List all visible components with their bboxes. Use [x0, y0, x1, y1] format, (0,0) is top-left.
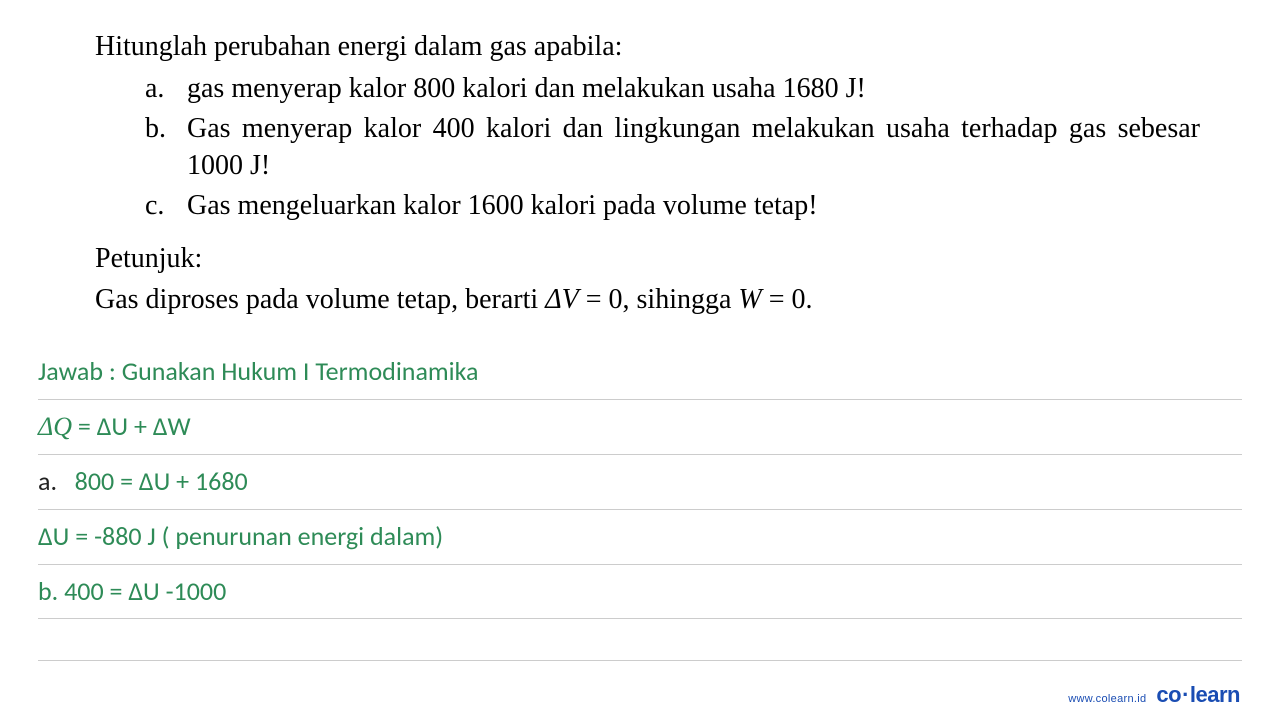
answer-section: Jawab : Gunakan Hukum I Termodinamika ΔQ… [0, 345, 1280, 661]
hint-block: Petunjuk: Gas diproses pada volume tetap… [95, 239, 1200, 319]
empty-row [38, 619, 1242, 661]
logo-co: co [1156, 682, 1181, 707]
question-intro: Hitunglah perubahan energi dalam gas apa… [95, 28, 1200, 66]
item-marker: c. [145, 187, 187, 225]
item-marker: b. [145, 110, 187, 186]
question-item-b: b. Gas menyerap kalor 400 kalori dan lin… [145, 110, 1200, 186]
hint-w: W [738, 284, 761, 315]
hint-prefix: Gas diproses pada volume tetap, berarti [95, 284, 545, 315]
question-item-a: a. gas menyerap kalor 800 kalori dan mel… [145, 70, 1200, 108]
hint-delta-v: ΔV [545, 284, 579, 315]
answer-row-3: a. 800 = ΔU + 1680 [38, 455, 1242, 510]
logo-learn: learn [1190, 682, 1240, 707]
answer-row-1: Jawab : Gunakan Hukum I Termodinamika [38, 345, 1242, 400]
hint-label: Petunjuk: [95, 239, 1200, 278]
question-list: a. gas menyerap kalor 800 kalori dan mel… [95, 70, 1200, 225]
answer-row-2: ΔQ = ΔU + ΔW [38, 400, 1242, 455]
item-marker: a. [145, 70, 187, 108]
brand-logo: co·learn [1156, 682, 1240, 708]
question-item-c: c. Gas mengeluarkan kalor 1600 kalori pa… [145, 187, 1200, 225]
hint-suffix: = 0. [762, 284, 813, 315]
hint-text: Gas diproses pada volume tetap, berarti … [95, 280, 1200, 319]
hint-mid: = 0, sihingga [579, 284, 739, 315]
delta-q: ΔQ [38, 412, 72, 441]
item-text: Gas menyerap kalor 400 kalori dan lingku… [187, 110, 1200, 186]
item-text: gas menyerap kalor 800 kalori dan melaku… [187, 70, 1200, 108]
logo-dot: · [1182, 682, 1189, 707]
answer-text-a: 800 = ΔU + 1680 [75, 465, 248, 497]
item-text: Gas mengeluarkan kalor 1600 kalori pada … [187, 187, 1200, 225]
footer-url: www.colearn.id [1068, 693, 1146, 705]
answer-row-4: ΔU = -880 J ( penurunan energi dalam) [38, 510, 1242, 565]
question-block: Hitunglah perubahan energi dalam gas apa… [0, 0, 1280, 319]
footer: www.colearn.id co·learn [1068, 682, 1240, 708]
eq-text: = ΔU + ΔW [72, 410, 191, 442]
answer-row-5: b. 400 = ΔU -1000 [38, 565, 1242, 620]
answer-marker-a: a. [38, 465, 57, 497]
